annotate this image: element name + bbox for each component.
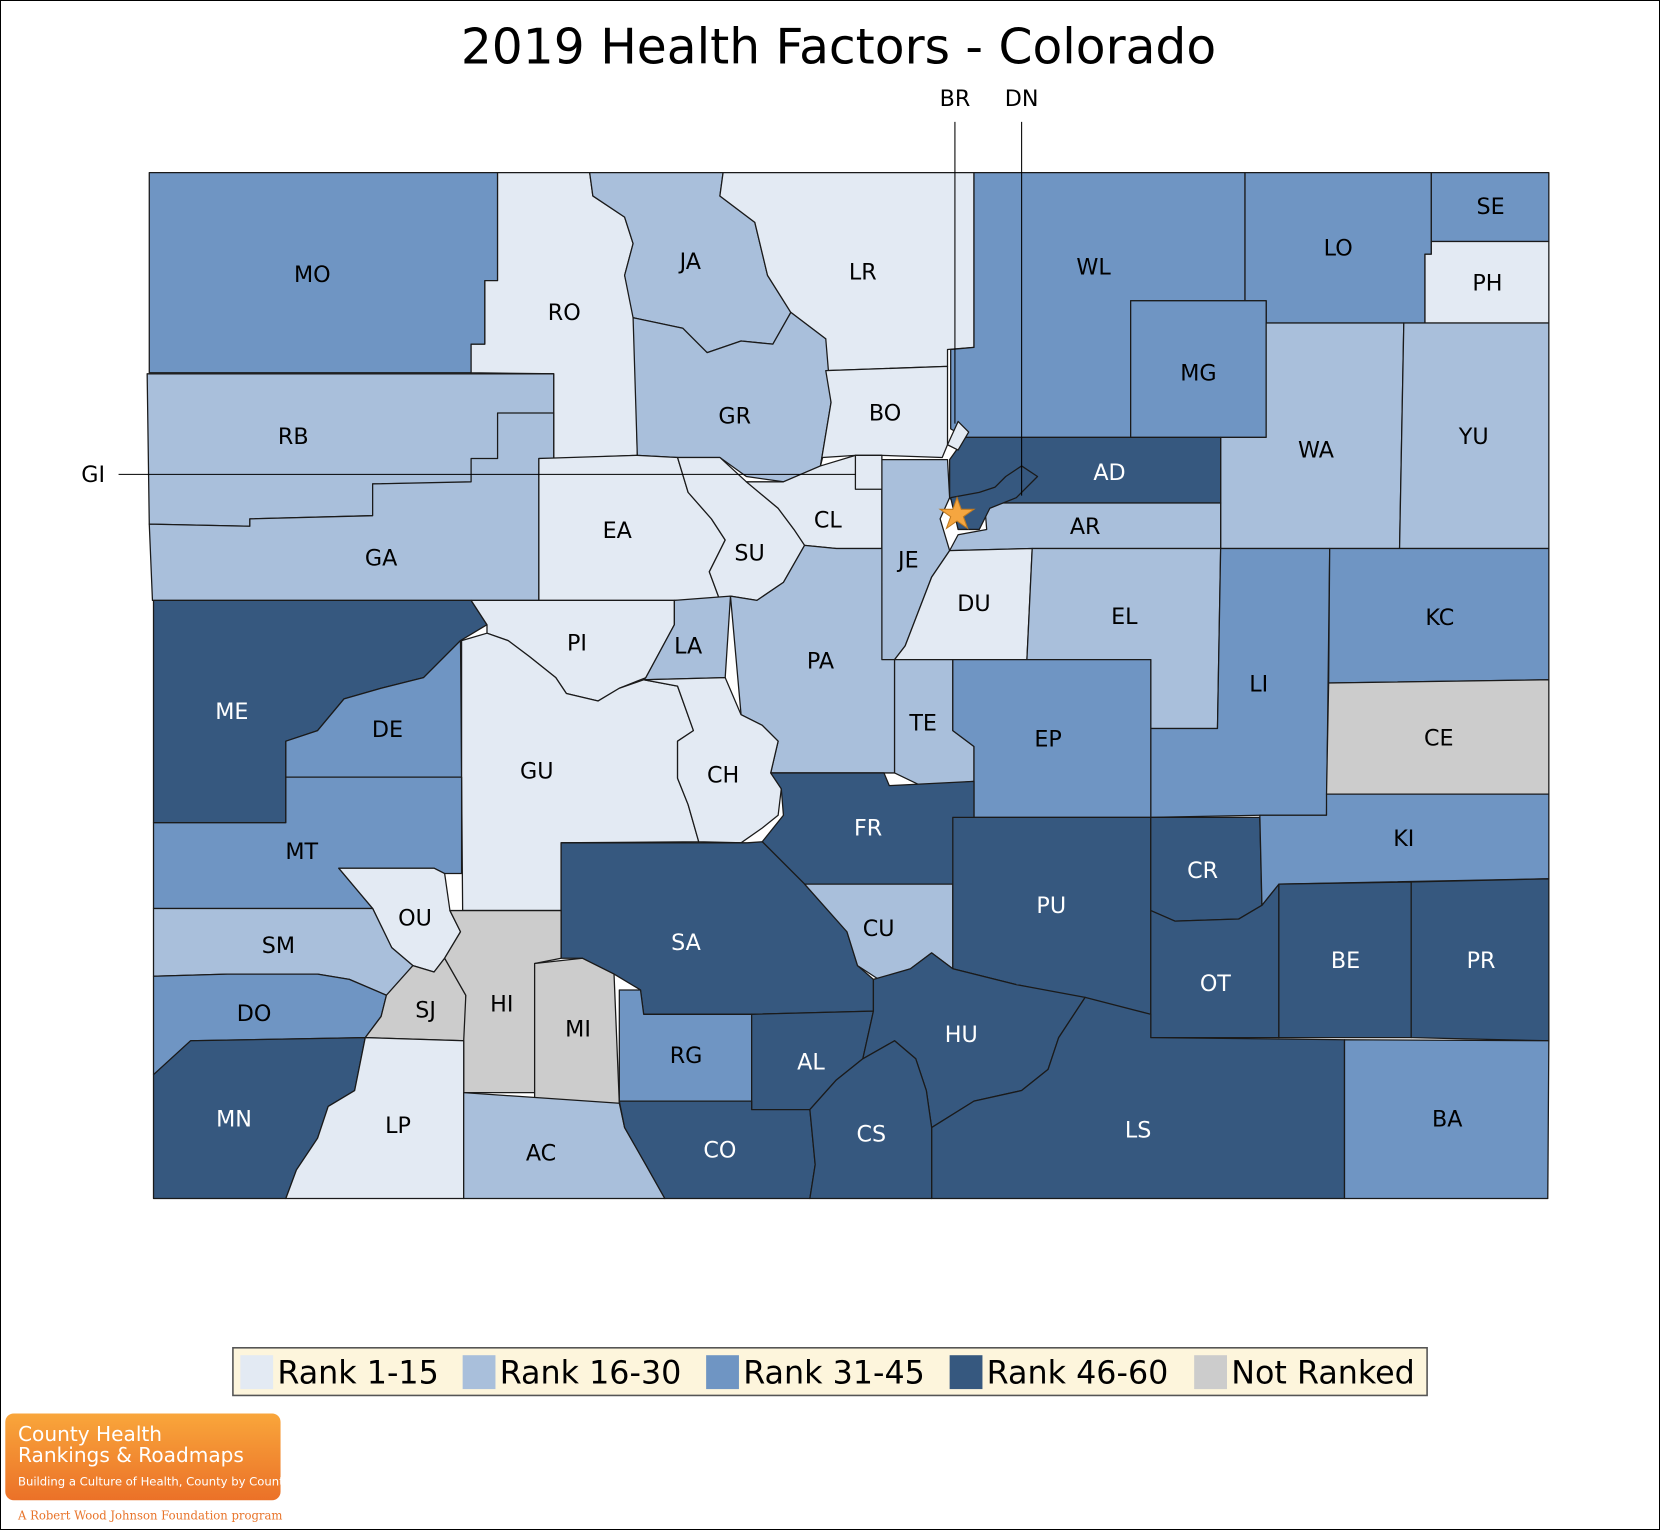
county-br[interactable] [946,420,970,451]
map-title: 2019 Health Factors - Colorado [461,20,1216,76]
county-label: LR [849,260,877,286]
logo: County Health Rankings & Roadmaps Buildi… [5,1413,291,1522]
county-label: LS [1125,1117,1151,1143]
county-label: RO [548,300,581,326]
county-ki[interactable] [1259,793,1550,906]
legend-label: Rank 16-30 [500,1355,682,1391]
county-label: ME [215,699,248,725]
county-label: CE [1424,726,1454,752]
county-label: RB [278,424,309,450]
county-label: AD [1093,460,1125,486]
county-ch[interactable] [643,677,782,844]
county-label: MO [294,262,331,288]
county-label: PI [567,630,587,656]
county-label: LI [1249,672,1268,698]
county-label: SE [1477,194,1505,220]
legend-swatch [240,1355,274,1390]
capital-star-icon [938,496,976,530]
legend: Rank 1-15 Rank 16-30 Rank 31-45 Rank 46-60 N… [232,1347,1428,1397]
county-label: MI [565,1017,591,1043]
legend-label: Rank 46-60 [987,1355,1169,1391]
county-label: YU [1458,424,1489,450]
county-label: KC [1425,605,1454,631]
county-label: SM [262,933,295,959]
county-label: CU [863,916,895,942]
county-label: WA [1298,438,1335,464]
county-label: TE [908,711,937,737]
county-cs[interactable] [809,1040,933,1200]
county-label: EA [603,518,633,544]
county-label: WL [1076,254,1111,280]
county-ba[interactable] [1343,1039,1550,1200]
county-label: LO [1324,235,1353,261]
county-label: RG [670,1043,703,1069]
county-label: DU [957,591,990,617]
legend-label: Rank 31-45 [743,1355,925,1391]
county-gi[interactable] [854,454,883,490]
county-label: SJ [415,998,436,1024]
legend-label: Not Ranked [1231,1355,1415,1391]
county-label: CO [703,1137,736,1163]
county-label: CR [1187,858,1218,884]
logo-tagline: Building a Culture of Health, County by … [18,1474,291,1488]
county-label: CL [814,507,843,533]
county-label: MN [216,1107,252,1133]
county-label: AR [1070,514,1101,540]
county-label: LP [385,1113,411,1139]
county-label: CS [856,1122,886,1148]
county-label: JE [896,548,919,574]
county-label: DE [372,717,403,743]
county-label: KI [1393,826,1414,852]
county-label: BO [869,401,901,427]
legend-swatch [706,1355,739,1390]
county-label: HI [490,991,513,1017]
county-label: AC [526,1141,556,1167]
logo-footer: A Robert Wood Johnson Foundation program [17,1508,282,1522]
county-label: CH [707,763,739,789]
county-label: BE [1331,948,1360,974]
county-label: EP [1034,727,1061,753]
callout-label: DN [1005,86,1039,112]
county-label: AL [797,1050,825,1076]
county-label: GA [365,546,398,572]
legend-label: Rank 1-15 [277,1355,438,1391]
county-label: FR [854,816,882,842]
logo-line2: Rankings & Roadmaps [18,1443,244,1467]
legend-swatch [1194,1355,1228,1390]
county-label: PH [1472,270,1502,296]
county-label: OU [398,906,432,932]
county-label: OT [1200,971,1231,997]
county-mi[interactable] [533,957,620,1104]
county-label: GU [520,758,553,784]
county-label: SU [734,540,764,566]
county-label: BA [1432,1107,1463,1133]
county-label: DO [237,1001,272,1027]
county-label: GR [718,404,751,430]
logo-line1: County Health [18,1422,162,1446]
county-label: HU [945,1022,978,1048]
county-label: EL [1111,604,1138,630]
county-label: JA [678,249,702,275]
county-label: PU [1036,893,1066,919]
callout-label: BR [940,86,971,112]
legend-swatch [949,1355,983,1390]
county-label: MG [1180,360,1216,386]
county-label: SA [671,930,702,956]
county-label: LA [674,633,703,659]
county-dn[interactable] [950,465,1039,531]
callout-label: GI [81,462,105,488]
county-label: PA [807,648,835,674]
county-label: MT [285,839,318,865]
legend-swatch [462,1355,496,1390]
county-label: PR [1467,948,1496,974]
